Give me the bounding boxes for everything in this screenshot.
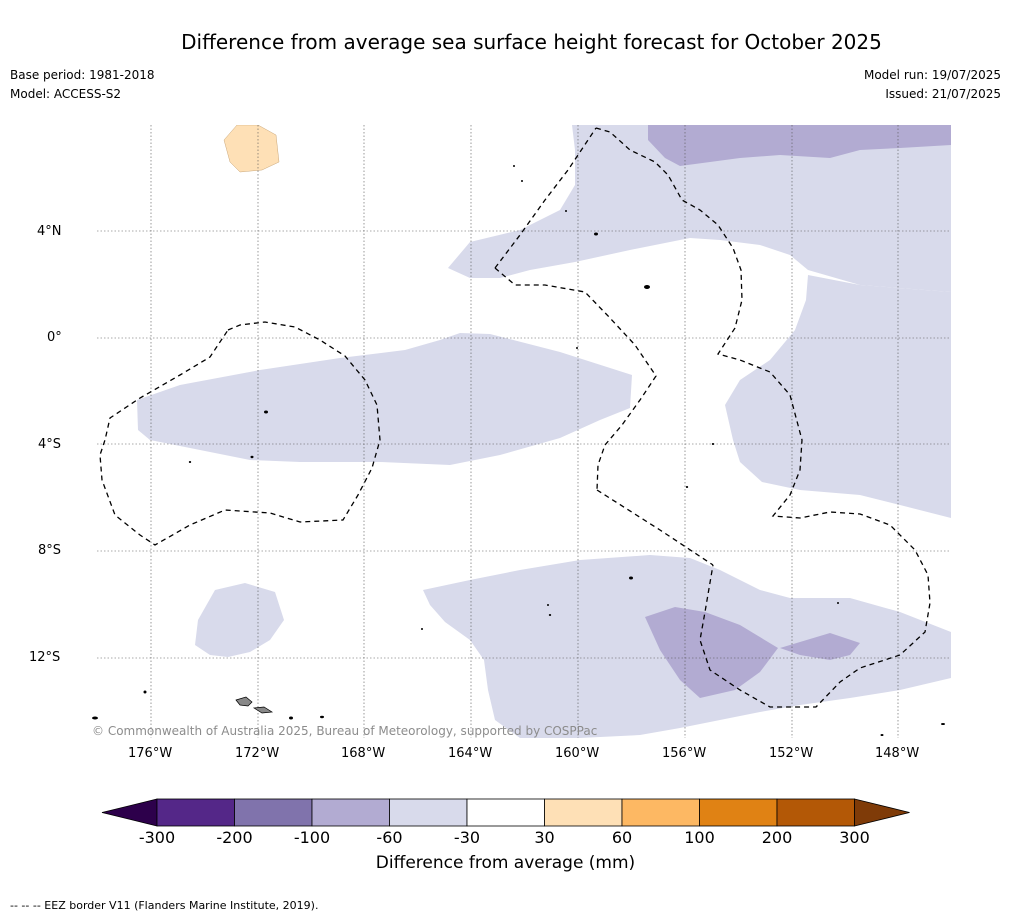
eez-footnote: -- -- -- EEZ border V11 (Flanders Marine… [10, 899, 319, 912]
island-speck [92, 716, 98, 720]
lon-tick-168w: 168°W [341, 746, 386, 761]
island-speck [711, 443, 715, 445]
base-period: Base period: 1981-2018 [10, 68, 155, 82]
island-speck [548, 614, 552, 616]
lat-tick-0: 0° [47, 330, 62, 345]
model-name: Model: ACCESS-S2 [10, 87, 122, 101]
samoa-islands [235, 696, 274, 714]
colorbar-extend-low [101, 798, 158, 827]
colorbar-swatch [776, 798, 855, 827]
colorbar-swatch [466, 798, 545, 827]
anomaly-region-south-strong [645, 607, 778, 698]
model-run: Model run: 19/07/2025 [863, 68, 1001, 82]
lon-tick-172w: 172°W [235, 746, 280, 761]
lat-tick-8s: 8°S [38, 543, 62, 558]
lat-tick-4s: 4°S [38, 437, 62, 452]
island-speck [421, 628, 423, 630]
colorbar-tick-label: -300 [138, 828, 176, 847]
colorbar-tick-label: -60 [376, 828, 403, 847]
lon-tick-152w: 152°W [769, 746, 814, 761]
colorbar-tick-label: 60 [611, 828, 633, 847]
island-speck [547, 604, 549, 606]
islands [92, 165, 945, 736]
island-speck [837, 602, 839, 604]
island-speck [289, 716, 293, 720]
anomaly-fields [137, 125, 951, 738]
island-speck [644, 285, 650, 289]
eez-borders [99, 127, 931, 708]
island-speck [880, 734, 884, 736]
island-speck [941, 723, 945, 725]
anomaly-region-east [725, 275, 951, 518]
island-speck [521, 180, 523, 182]
lon-tick-164w: 164°W [448, 746, 493, 761]
island-speck [576, 347, 578, 349]
colorbar-tick-label: 100 [684, 828, 715, 847]
island-speck [188, 461, 192, 463]
meta-right: Model run: 19/07/2025 Issued: 21/07/2025 [864, 66, 1001, 104]
island-speck [594, 232, 598, 236]
island-savaii [235, 696, 253, 707]
island-speck [264, 410, 268, 414]
colorbar-extend-high [854, 798, 910, 827]
colorbar-tick-label: 30 [534, 828, 555, 847]
anomaly-region-north-strong [648, 125, 951, 166]
copyright-notice: © Commonwealth of Australia 2025, Bureau… [92, 724, 598, 738]
eez-border-phoenix [494, 127, 597, 269]
island-speck [250, 455, 254, 459]
colorbar-swatch [311, 798, 390, 827]
anomaly-region-central [137, 333, 632, 465]
island-speck [685, 486, 689, 488]
lon-tick-148w: 148°W [875, 746, 920, 761]
anomaly-region-southeast-strong [780, 633, 860, 660]
graticule [97, 125, 951, 738]
lat-tick-4n: 4°N [37, 224, 62, 239]
colorbar-swatch [544, 798, 623, 827]
island-speck [629, 576, 633, 580]
island-upolu [252, 706, 274, 714]
lon-tick-160w: 160°W [555, 746, 600, 761]
colorbar-tick-label: -30 [453, 828, 481, 847]
colorbar-tick-label: -200 [216, 828, 253, 847]
colorbar-tick-label: -100 [293, 828, 331, 847]
island-speck [565, 210, 567, 212]
colorbar-tick-label: 200 [761, 828, 793, 847]
lat-tick-12s: 12°S [29, 650, 61, 665]
lon-tick-156w: 156°W [662, 746, 707, 761]
issued-date: Issued: 21/07/2025 [885, 87, 1001, 101]
colorbar-swatch [389, 798, 468, 827]
colorbar-tick-label: 300 [839, 828, 870, 847]
colorbar-swatch [234, 798, 313, 827]
island-speck [143, 690, 147, 694]
anomaly-region-positive [223, 125, 280, 173]
colorbar [101, 798, 910, 827]
map-title: Difference from average sea surface heig… [181, 30, 882, 54]
colorbar-label: Difference from average (mm) [375, 853, 636, 873]
meta-left: Base period: 1981-2018 Model: ACCESS-S2 [10, 66, 155, 104]
colorbar-swatch [156, 798, 235, 827]
eez-border-south [596, 489, 714, 566]
lon-tick-176w: 176°W [128, 746, 173, 761]
island-speck [513, 165, 515, 167]
colorbar-swatch [621, 798, 700, 827]
anomaly-region-southwest [195, 583, 284, 657]
colorbar-swatch [699, 798, 778, 827]
anomaly-region-north [448, 125, 951, 292]
eez-border-tokelau [99, 321, 381, 546]
island-speck [320, 715, 324, 719]
